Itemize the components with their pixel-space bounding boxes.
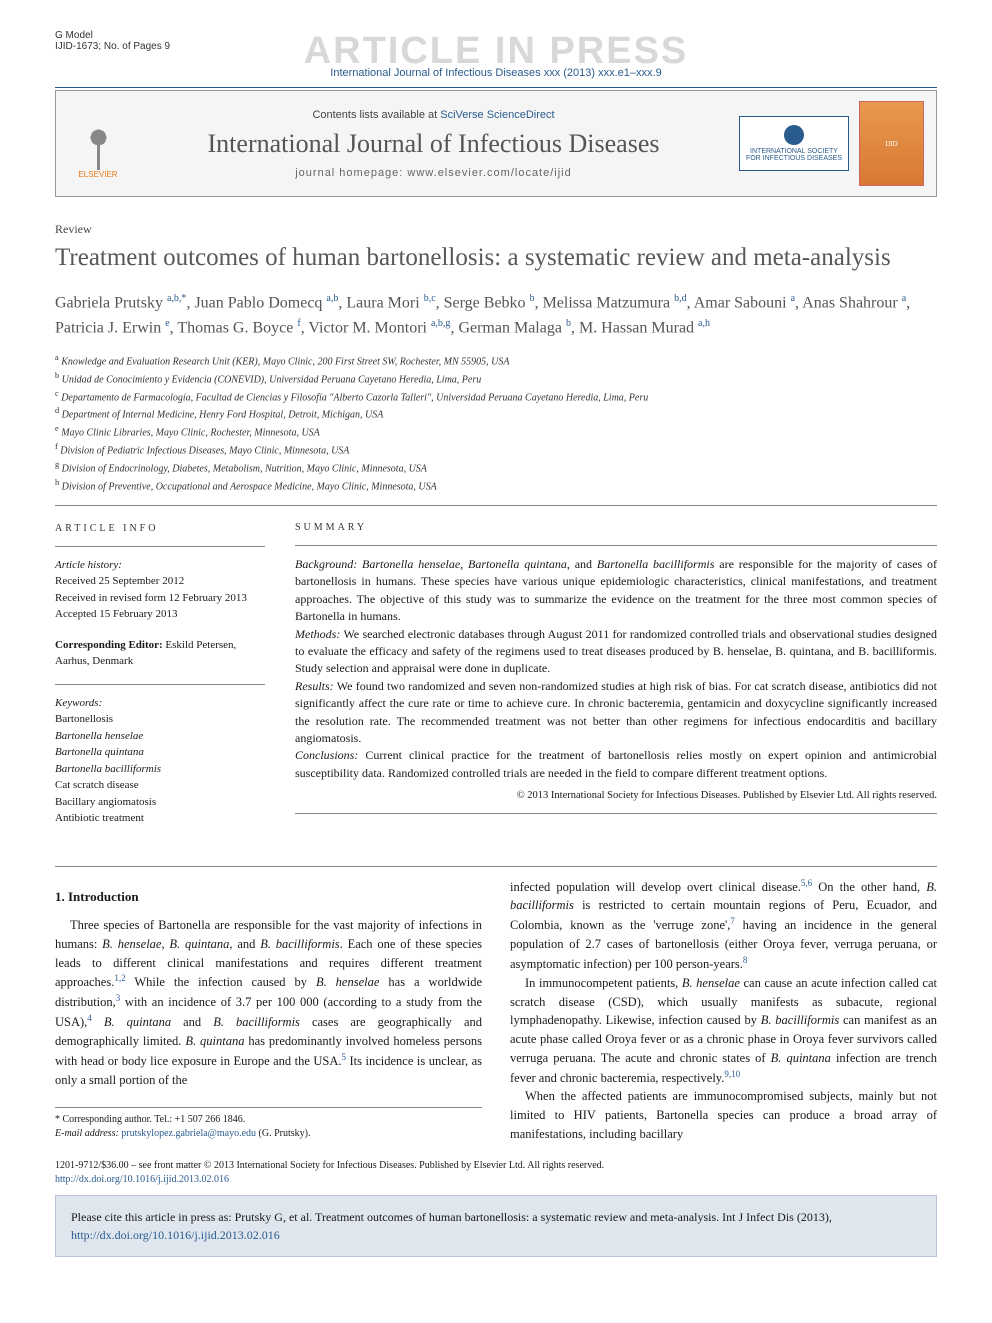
doi-link[interactable]: http://dx.doi.org/10.1016/j.ijid.2013.02… — [55, 1174, 229, 1185]
body-text: 1. Introduction Three species of Bartone… — [55, 877, 937, 1144]
society-badge: INTERNATIONAL SOCIETY FOR INFECTIOUS DIS… — [739, 116, 849, 171]
journal-homepage: journal homepage: www.elsevier.com/locat… — [138, 167, 729, 179]
summary: SUMMARY Background: Bartonella henselae,… — [295, 521, 937, 841]
email-link[interactable]: prutskylopez.gabriela@mayo.edu — [121, 1128, 256, 1139]
section-heading: 1. Introduction — [55, 887, 482, 907]
footer-copyright: 1201-9712/$36.00 – see front matter © 20… — [55, 1159, 937, 1187]
article-info: ARTICLE INFO Article history: Received 2… — [55, 521, 265, 841]
citebox-doi-link[interactable]: http://dx.doi.org/10.1016/j.ijid.2013.02… — [71, 1228, 280, 1242]
corresponding-author: * Corresponding author. Tel.: +1 507 266… — [55, 1107, 482, 1141]
authors: Gabriela Prutsky a,b,*, Juan Pablo Domec… — [55, 291, 937, 340]
affiliations: a Knowledge and Evaluation Research Unit… — [55, 352, 937, 495]
journal-header: ELSEVIER Contents lists available at Sci… — [55, 90, 937, 197]
contents-line: Contents lists available at SciVerse Sci… — [138, 109, 729, 121]
journal-name: International Journal of Infectious Dise… — [138, 129, 729, 159]
model-id: G Model IJID-1673; No. of Pages 9 — [55, 30, 937, 52]
citation-top: International Journal of Infectious Dise… — [55, 67, 937, 79]
sciencedirect-link[interactable]: SciVerse ScienceDirect — [440, 109, 554, 121]
citation-box: Please cite this article in press as: Pr… — [55, 1195, 937, 1257]
article-title: Treatment outcomes of human bartonellosi… — [55, 242, 937, 273]
elsevier-logo: ELSEVIER — [68, 109, 128, 179]
rule — [55, 87, 937, 88]
article-type: Review — [55, 222, 937, 237]
journal-cover-icon: IJID — [859, 101, 924, 186]
